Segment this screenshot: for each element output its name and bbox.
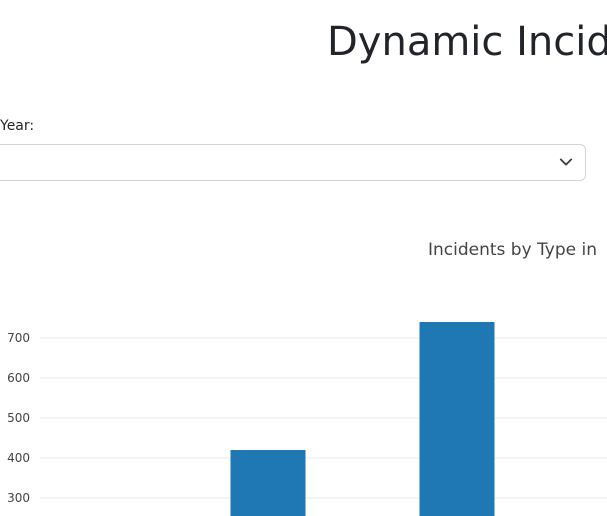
bar-1[interactable] xyxy=(419,322,495,516)
chart-title: Incidents by Type in xyxy=(428,240,598,260)
y-tick-label-600: 600 xyxy=(7,371,30,385)
y-tick-label-400: 400 xyxy=(7,451,30,465)
year-select[interactable] xyxy=(0,144,586,181)
y-tick-label-700: 700 xyxy=(7,331,30,345)
y-tick-label-500: 500 xyxy=(7,411,30,425)
page-title: Dynamic Incide xyxy=(327,19,607,65)
y-tick-label-300: 300 xyxy=(7,491,30,505)
year-label: Year: xyxy=(0,118,35,134)
chevron-down-icon xyxy=(559,158,573,166)
bar-0[interactable] xyxy=(230,450,306,516)
